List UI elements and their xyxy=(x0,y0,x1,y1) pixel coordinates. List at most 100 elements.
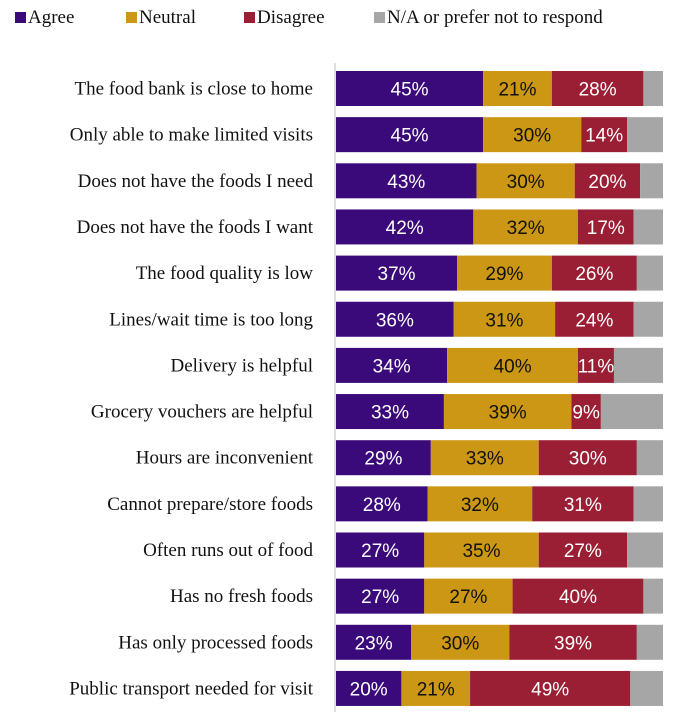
data-label-disagree-has-no-fresh-foods: 40% xyxy=(559,587,597,608)
category-label-cannot-prepare-store-foods: Cannot prepare/store foods xyxy=(107,494,313,515)
bar-neutral-cannot-prepare-store-foods xyxy=(427,486,533,522)
category-label-delivery-is-helpful: Delivery is helpful xyxy=(171,355,313,376)
category-label-does-not-have-the-foods-i-need: Does not have the foods I need xyxy=(78,171,314,192)
data-label-agree-has-only-processed-foods: 23% xyxy=(355,633,393,654)
data-label-disagree-the-food-quality-is-low: 26% xyxy=(575,264,613,285)
category-labels: The food bank is close to home Only able … xyxy=(69,79,314,700)
data-label-disagree-does-not-have-the-foods-i-want: 17% xyxy=(587,218,625,239)
data-label-disagree-lines-wait-time-is-too-long: 24% xyxy=(575,310,613,331)
bar-neutral-often-runs-out-of-food xyxy=(424,532,539,568)
bar-neutral-hours-are-inconvenient xyxy=(430,440,539,476)
bar-neutral-the-food-quality-is-low xyxy=(456,255,552,291)
legend-swatch-agree xyxy=(15,12,26,23)
data-label-disagree-does-not-have-the-foods-i-need: 20% xyxy=(588,172,626,193)
bar-disagree-cannot-prepare-store-foods xyxy=(532,486,634,522)
bar-disagree-does-not-have-the-foods-i-need xyxy=(574,163,641,199)
data-label-disagree-hours-are-inconvenient: 30% xyxy=(569,449,607,470)
bar-n-a-or-prefer-not-to-respond-has-only-processed-foods xyxy=(636,624,663,660)
bar-agree-the-food-quality-is-low xyxy=(336,255,457,291)
bar-n-a-or-prefer-not-to-respond-the-food-quality-is-low xyxy=(636,255,663,291)
data-label-agree-the-food-bank-is-close-to-home: 45% xyxy=(391,80,429,101)
bar-disagree-the-food-quality-is-low xyxy=(551,255,637,291)
bar-agree-often-runs-out-of-food xyxy=(336,532,425,568)
data-label-agree-delivery-is-helpful: 34% xyxy=(373,356,411,377)
data-label-neutral-the-food-bank-is-close-to-home: 21% xyxy=(498,80,536,101)
legend-swatch-neutral xyxy=(126,12,137,23)
bar-neutral-the-food-bank-is-close-to-home xyxy=(483,71,552,106)
bar-n-a-or-prefer-not-to-respond-the-food-bank-is-close-to-home xyxy=(643,71,663,106)
bar-agree-public-transport-needed-for-visit xyxy=(336,670,402,706)
data-label-agree-hours-are-inconvenient: 29% xyxy=(364,449,402,470)
bar-disagree-public-transport-needed-for-visit xyxy=(470,670,631,706)
data-label-disagree-only-able-to-make-limited-visits: 14% xyxy=(585,126,623,147)
bar-n-a-or-prefer-not-to-respond-grocery-vouchers-are-helpful xyxy=(600,394,663,430)
bar-agree-hours-are-inconvenient xyxy=(336,440,431,476)
data-label-neutral-the-food-quality-is-low: 29% xyxy=(485,264,523,285)
bar-agree-grocery-vouchers-are-helpful xyxy=(336,394,444,430)
bar-disagree-delivery-is-helpful xyxy=(577,347,614,383)
bar-n-a-or-prefer-not-to-respond-delivery-is-helpful xyxy=(613,347,663,383)
bar-neutral-public-transport-needed-for-visit xyxy=(401,670,471,706)
bar-n-a-or-prefer-not-to-respond-has-no-fresh-foods xyxy=(643,578,663,614)
data-label-disagree-cannot-prepare-store-foods: 31% xyxy=(564,495,602,516)
legend-swatch-n-a-or-prefer-not-to-respond xyxy=(374,12,385,23)
data-label-disagree-has-only-processed-foods: 39% xyxy=(554,633,592,654)
data-label-agree-does-not-have-the-foods-i-need: 43% xyxy=(387,172,425,193)
bar-neutral-does-not-have-the-foods-i-need xyxy=(476,163,575,199)
data-label-agree-grocery-vouchers-are-helpful: 33% xyxy=(371,403,409,424)
bar-disagree-often-runs-out-of-food xyxy=(538,532,628,568)
data-label-agree-has-no-fresh-foods: 27% xyxy=(361,587,399,608)
category-label-lines-wait-time-is-too-long: Lines/wait time is too long xyxy=(109,309,313,330)
data-label-neutral-public-transport-needed-for-visit: 21% xyxy=(417,679,455,700)
bar-agree-has-only-processed-foods xyxy=(336,624,412,660)
bars: 45% 21% 28% 45% 30% 14% 43% 30% 20% 42% 32% 17% 37% 2… xyxy=(336,71,663,706)
legend-label-agree: Agree xyxy=(28,7,74,28)
bar-neutral-has-no-fresh-foods xyxy=(424,578,513,614)
data-label-agree-does-not-have-the-foods-i-want: 42% xyxy=(386,218,424,239)
data-label-neutral-cannot-prepare-store-foods: 32% xyxy=(461,495,499,516)
bar-disagree-lines-wait-time-is-too-long xyxy=(555,301,634,337)
data-label-agree-often-runs-out-of-food: 27% xyxy=(361,541,399,562)
bar-disagree-has-no-fresh-foods xyxy=(512,578,644,614)
data-label-neutral-lines-wait-time-is-too-long: 31% xyxy=(485,310,523,331)
data-label-neutral-only-able-to-make-limited-visits: 30% xyxy=(513,126,551,147)
data-label-disagree-public-transport-needed-for-visit: 49% xyxy=(531,679,569,700)
bar-neutral-delivery-is-helpful xyxy=(447,347,578,383)
bar-n-a-or-prefer-not-to-respond-does-not-have-the-foods-i-need xyxy=(640,163,663,199)
bar-n-a-or-prefer-not-to-respond-cannot-prepare-store-foods xyxy=(633,486,663,522)
data-label-neutral-does-not-have-the-foods-i-need: 30% xyxy=(507,172,545,193)
bar-n-a-or-prefer-not-to-respond-does-not-have-the-foods-i-want xyxy=(633,209,663,245)
bar-n-a-or-prefer-not-to-respond-lines-wait-time-is-too-long xyxy=(633,301,663,337)
data-label-disagree-the-food-bank-is-close-to-home: 28% xyxy=(579,80,617,101)
data-label-disagree-often-runs-out-of-food: 27% xyxy=(564,541,602,562)
data-label-agree-lines-wait-time-is-too-long: 36% xyxy=(376,310,414,331)
bar-n-a-or-prefer-not-to-respond-often-runs-out-of-food xyxy=(627,532,663,568)
bar-neutral-only-able-to-make-limited-visits xyxy=(483,117,582,153)
data-label-neutral-has-only-processed-foods: 30% xyxy=(441,633,479,654)
data-label-neutral-has-no-fresh-foods: 27% xyxy=(449,587,487,608)
category-label-has-only-processed-foods: Has only processed foods xyxy=(118,632,313,653)
legend: Agree Neutral Disagree N/A or prefer not to… xyxy=(15,7,603,28)
bar-agree-delivery-is-helpful xyxy=(336,347,448,383)
bar-neutral-does-not-have-the-foods-i-want xyxy=(473,209,578,245)
category-label-public-transport-needed-for-visit: Public transport needed for visit xyxy=(69,678,314,699)
bar-agree-does-not-have-the-foods-i-need xyxy=(336,163,477,199)
legend-label-disagree: Disagree xyxy=(257,7,325,28)
data-label-agree-only-able-to-make-limited-visits: 45% xyxy=(391,126,429,147)
bar-disagree-does-not-have-the-foods-i-want xyxy=(577,209,634,245)
bar-agree-only-able-to-make-limited-visits xyxy=(336,117,484,153)
category-label-grocery-vouchers-are-helpful: Grocery vouchers are helpful xyxy=(91,402,313,423)
bar-neutral-has-only-processed-foods xyxy=(411,624,510,660)
category-label-hours-are-inconvenient: Hours are inconvenient xyxy=(136,448,314,469)
bar-disagree-grocery-vouchers-are-helpful xyxy=(571,394,601,430)
bar-disagree-the-food-bank-is-close-to-home xyxy=(551,71,644,106)
bar-agree-cannot-prepare-store-foods xyxy=(336,486,428,522)
bar-neutral-lines-wait-time-is-too-long xyxy=(453,301,556,337)
category-label-the-food-quality-is-low: The food quality is low xyxy=(136,263,314,284)
bar-neutral-grocery-vouchers-are-helpful xyxy=(443,394,572,430)
bar-disagree-hours-are-inconvenient xyxy=(538,440,637,476)
data-label-neutral-does-not-have-the-foods-i-want: 32% xyxy=(507,218,545,239)
bar-disagree-only-able-to-make-limited-visits xyxy=(581,117,628,153)
data-label-agree-public-transport-needed-for-visit: 20% xyxy=(350,679,388,700)
